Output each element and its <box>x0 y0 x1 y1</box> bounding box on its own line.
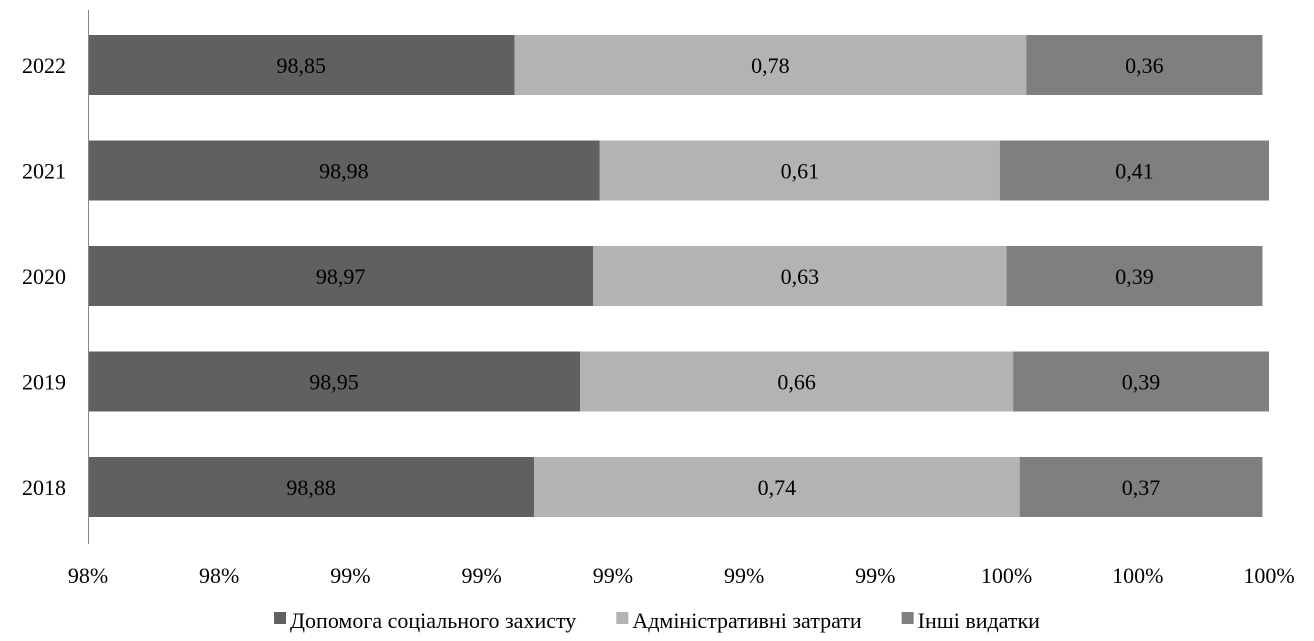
bar-segment-2019-series-1 <box>580 351 1014 412</box>
legend-swatch-series-2 <box>901 612 914 624</box>
x-tick-label-7: 100% <box>981 563 1032 588</box>
bar-segment-2018-series-0 <box>88 457 535 517</box>
bar-segment-2021-series-1 <box>599 140 1000 201</box>
x-tick-label-3: 99% <box>462 563 502 588</box>
data-label-2018-series-0: 98,88 <box>286 475 336 500</box>
bar-segment-2022-series-1 <box>514 35 1027 95</box>
bars-group <box>88 35 1269 517</box>
legend-label-series-1: Адміністративні затрати <box>632 608 862 633</box>
bar-segment-2018-series-1 <box>534 457 1020 517</box>
data-label-2021-series-1: 0,61 <box>781 159 820 184</box>
legend-swatch-series-0 <box>274 612 287 624</box>
x-tick-label-2: 99% <box>330 563 370 588</box>
data-label-2021-series-2: 0,41 <box>1115 159 1154 184</box>
x-tick-label-4: 99% <box>593 563 633 588</box>
data-label-2021-series-0: 98,98 <box>319 159 369 184</box>
x-axis-tick-labels: 98% 98% 99% 99% 99% 99% 99% 100% 100% 100% <box>68 563 1295 588</box>
bar-segment-2021-series-0 <box>88 140 600 201</box>
data-label-2019-series-2: 0,39 <box>1122 370 1161 395</box>
data-label-2022-series-0: 98,85 <box>276 53 326 78</box>
x-tick-label-6: 99% <box>855 563 895 588</box>
bar-segment-2022-series-0 <box>88 35 515 95</box>
bar-labels-group: 98,85 0,78 0,36 98,98 0,61 0,41 98,97 0,63 0,39 9… <box>276 53 1163 500</box>
x-tick-label-0: 98% <box>68 563 108 588</box>
y-tick-label-2022: 2022 <box>22 53 66 78</box>
x-tick-label-8: 100% <box>1112 563 1163 588</box>
data-label-2019-series-1: 0,66 <box>777 370 816 395</box>
bar-segment-2020-series-2 <box>1006 246 1263 306</box>
data-label-2022-series-2: 0,36 <box>1125 53 1164 78</box>
legend-label-series-0: Допомога соціального захисту <box>290 608 576 633</box>
bar-segment-2020-series-0 <box>88 246 594 306</box>
y-tick-label-2020: 2020 <box>22 264 66 289</box>
legend-swatch-series-1 <box>616 612 629 624</box>
data-label-2020-series-0: 98,97 <box>316 264 366 289</box>
x-tick-label-5: 99% <box>724 563 764 588</box>
legend: Допомога соціального захисту Адміністрати… <box>274 608 1040 633</box>
data-label-2020-series-1: 0,63 <box>781 264 820 289</box>
data-label-2022-series-1: 0,78 <box>751 53 790 78</box>
data-label-2020-series-2: 0,39 <box>1115 264 1154 289</box>
y-tick-label-2021: 2021 <box>22 159 66 184</box>
x-tick-label-1: 98% <box>199 563 239 588</box>
legend-label-series-2: Інші видатки <box>918 608 1041 633</box>
data-label-2019-series-0: 98,95 <box>309 370 359 395</box>
bar-segment-2019-series-2 <box>1013 351 1269 412</box>
data-label-2018-series-1: 0,74 <box>758 475 797 500</box>
x-tick-label-9: 100% <box>1243 563 1294 588</box>
bar-segment-2019-series-0 <box>88 351 581 412</box>
y-tick-label-2018: 2018 <box>22 475 66 500</box>
y-tick-label-2019: 2019 <box>22 370 66 395</box>
bar-segment-2018-series-2 <box>1019 457 1263 517</box>
data-label-2018-series-2: 0,37 <box>1122 475 1161 500</box>
bar-segment-2021-series-2 <box>999 140 1269 201</box>
y-axis-tick-labels: 2022 2021 2020 2019 2018 <box>22 53 66 500</box>
bar-segment-2022-series-2 <box>1026 35 1263 95</box>
bar-segment-2020-series-1 <box>593 246 1007 306</box>
